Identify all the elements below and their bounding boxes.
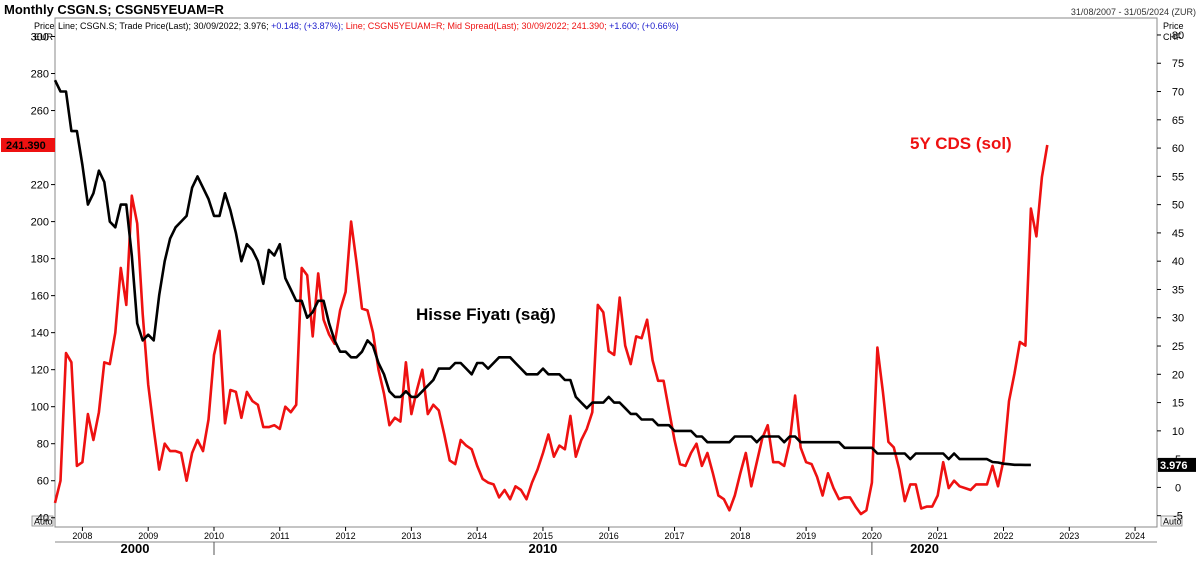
chart-title: Monthly CSGN.S; CSGN5YEUAM=R (4, 2, 224, 17)
decade-label: 2020 (910, 541, 939, 556)
date-range: 31/08/2007 - 31/05/2024 (ZUR) (1070, 7, 1196, 17)
x-tick-label: 2018 (730, 531, 750, 541)
x-tick-label: 2019 (796, 531, 816, 541)
left-tick-label: 120 (31, 365, 49, 377)
right-tick-label: 50 (1172, 200, 1184, 212)
right-tick-label: 60 (1172, 143, 1184, 155)
stock-series-line (53, 79, 1031, 467)
decade-label: 2000 (121, 541, 150, 556)
x-tick-label: 2015 (533, 531, 553, 541)
x-tick-label: 2011 (270, 531, 289, 541)
left-tick-label: 200 (31, 217, 49, 229)
x-tick-label: 2020 (862, 531, 882, 541)
right-axis-title: Price (1163, 21, 1184, 31)
x-tick-label: 2021 (928, 531, 948, 541)
cds-last-value: 241.390 (6, 140, 46, 152)
left-axis-unit: EUR (34, 32, 54, 42)
right-auto-button[interactable] (1160, 515, 1183, 527)
right-tick-label: 75 (1172, 58, 1184, 70)
right-axis-unit: CHF (1163, 32, 1182, 42)
right-tick-label: 20 (1172, 369, 1184, 381)
right-tick-label: 15 (1172, 398, 1184, 410)
left-tick-label: 220 (31, 180, 49, 192)
left-tick-label: 80 (37, 439, 49, 451)
cds-annotation: 5Y CDS (sol) (910, 134, 1012, 153)
right-tick-label: -5 (1173, 511, 1183, 523)
x-tick-label: 2012 (336, 531, 356, 541)
right-tick-label: 80 (1172, 30, 1184, 42)
left-tick-label: 180 (31, 254, 49, 266)
left-tick-label: 280 (31, 69, 49, 81)
left-auto-button[interactable] (31, 515, 54, 527)
decade-label: 2010 (528, 541, 557, 556)
legend-stock-change: +0.148; (+3.87%); (271, 21, 343, 31)
right-tick-label: 70 (1172, 87, 1184, 99)
x-tick-label: 2023 (1059, 531, 1079, 541)
legend-cds-label: Line; CSGN5YEUAM=R; Mid Spread(Last); 30… (346, 21, 607, 31)
left-tick-label: 260 (31, 106, 49, 118)
left-tick-label: 40 (37, 513, 49, 525)
left-tick-label: 60 (37, 476, 49, 488)
legend-entry: Line; CSGN.S; Trade Price(Last); 30/09/2… (58, 21, 679, 31)
left-axis-title: Price (34, 21, 55, 31)
right-tick-label: 30 (1172, 313, 1184, 325)
stock-last-value: 3.976 (1160, 460, 1188, 472)
right-tick-label: 40 (1172, 256, 1184, 268)
left-tick-label: 100 (31, 402, 49, 414)
cds-last-value-badge: 241.390 (1, 138, 55, 152)
x-tick-label: 2013 (401, 531, 421, 541)
stock-annotation: Hisse Fiyatı (sağ) (416, 305, 556, 324)
left-tick-label: 140 (31, 328, 49, 340)
right-tick-label: 35 (1172, 284, 1184, 296)
right-axis: -505101520253035404550556065707580 (1157, 30, 1184, 523)
left-axis: 406080100120140160180200220240260280300 (31, 32, 55, 525)
right-tick-label: 25 (1172, 341, 1184, 353)
x-tick-label: 2014 (467, 531, 487, 541)
right-tick-label: 45 (1172, 228, 1184, 240)
right-tick-label: 0 (1175, 482, 1181, 494)
x-tick-label: 2008 (72, 531, 92, 541)
time-axis: 2008 2009 2010 2011 2012 2013 2014 2015 2016 2017… (72, 527, 1145, 556)
right-tick-label: 55 (1172, 171, 1184, 183)
legend-stock-label: Line; CSGN.S; Trade Price(Last); 30/09/2… (58, 21, 269, 31)
left-tick-label: 300 (31, 32, 49, 44)
right-tick-label: 65 (1172, 115, 1184, 127)
x-tick-label: 2016 (599, 531, 619, 541)
plot-area (54, 17, 1158, 528)
x-tick-label: 2022 (993, 531, 1013, 541)
right-tick-label: 10 (1172, 426, 1184, 438)
left-tick-label: 160 (31, 291, 49, 303)
left-auto-label: Auto (34, 517, 53, 527)
x-tick-label: 2024 (1125, 531, 1145, 541)
x-tick-label: 2017 (665, 531, 685, 541)
x-tick-label: 2009 (138, 531, 158, 541)
legend-cds-change: +1.600; (+0.66%) (609, 21, 679, 31)
stock-last-value-badge: 3.976 (1158, 457, 1196, 472)
cds-series-line (53, 144, 1049, 516)
right-auto-label: Auto (1163, 517, 1182, 527)
x-tick-label: 2010 (204, 531, 224, 541)
